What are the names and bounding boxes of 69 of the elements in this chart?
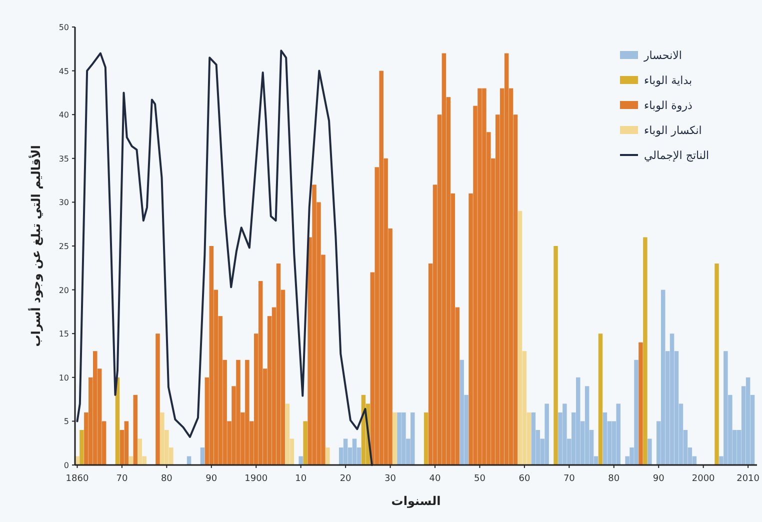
x-tick-label: 1860: [66, 474, 89, 484]
bar: [442, 53, 446, 465]
bar: [576, 377, 580, 465]
bar: [392, 412, 397, 465]
legend-label: ذروة الوباء: [644, 99, 693, 112]
bar: [326, 447, 330, 465]
bar: [343, 438, 348, 465]
legend-label: الانحسار: [643, 49, 682, 62]
y-tick-label: 0: [64, 461, 69, 470]
bar: [638, 342, 643, 465]
bar: [746, 377, 750, 465]
bar: [298, 456, 303, 465]
bar: [303, 421, 308, 465]
bar: [504, 53, 509, 465]
bar: [186, 456, 192, 465]
bar: [648, 438, 652, 465]
bar: [584, 386, 590, 465]
x-tick-label: 40: [429, 474, 442, 484]
x-tick-label: 80: [608, 474, 620, 484]
y-tick-label: 10: [58, 373, 69, 382]
x-tick-label: 80: [160, 474, 173, 484]
bar: [554, 246, 558, 465]
x-tick-label: 50: [474, 474, 486, 484]
x-tick-label: 10: [295, 474, 307, 484]
y-tick-label: 40: [58, 110, 69, 120]
bar: [209, 246, 214, 465]
y-tick-label: 50: [58, 23, 69, 32]
bar: [660, 290, 666, 465]
x-tick-label: 2000: [692, 474, 716, 484]
y-tick-label: 45: [58, 66, 69, 76]
y-tick-label: 30: [58, 198, 69, 208]
legend-label: الناتج الإجمالي: [644, 149, 710, 162]
bar: [714, 264, 719, 465]
y-tick-label: 35: [58, 154, 69, 164]
bar: [352, 438, 357, 465]
bar: [598, 334, 603, 465]
bar: [128, 456, 134, 465]
bar: [80, 430, 84, 465]
x-tick-label: 70: [563, 474, 576, 484]
y-tick-label: 5: [64, 417, 69, 426]
bar: [276, 264, 281, 465]
x-tick-label: 30: [384, 474, 396, 484]
bar: [670, 334, 674, 465]
y-tick-label: 15: [58, 330, 69, 339]
bar: [616, 404, 620, 465]
bar: [200, 447, 205, 465]
bar: [156, 334, 160, 465]
x-tick-label: 1900: [244, 474, 268, 484]
bar: [285, 404, 290, 465]
y-tick-label: 20: [58, 286, 69, 295]
x-tick-label: 70: [116, 474, 128, 484]
x-tick-label: 20: [340, 474, 352, 484]
legend-label: بداية الوباء: [644, 74, 692, 87]
x-tick-label: 90: [652, 474, 665, 484]
x-tick-label: 60: [518, 474, 530, 484]
bar: [531, 412, 536, 465]
y-tick-label: 25: [58, 242, 69, 251]
x-tick-label: 90: [206, 474, 218, 484]
bar: [643, 237, 648, 465]
legend-label: انكسار الوباء: [644, 124, 702, 137]
bar: [133, 394, 138, 465]
bar: [124, 421, 129, 465]
x-axis-title: السنوات: [391, 494, 441, 508]
bar: [258, 281, 263, 465]
x-tick-label: 2010: [736, 474, 760, 484]
bar: [518, 210, 522, 465]
bar: [424, 412, 428, 465]
y-axis-title: الأقاليم التي تبلغ عن وجود أسراب: [28, 145, 43, 347]
bar: [602, 412, 608, 465]
